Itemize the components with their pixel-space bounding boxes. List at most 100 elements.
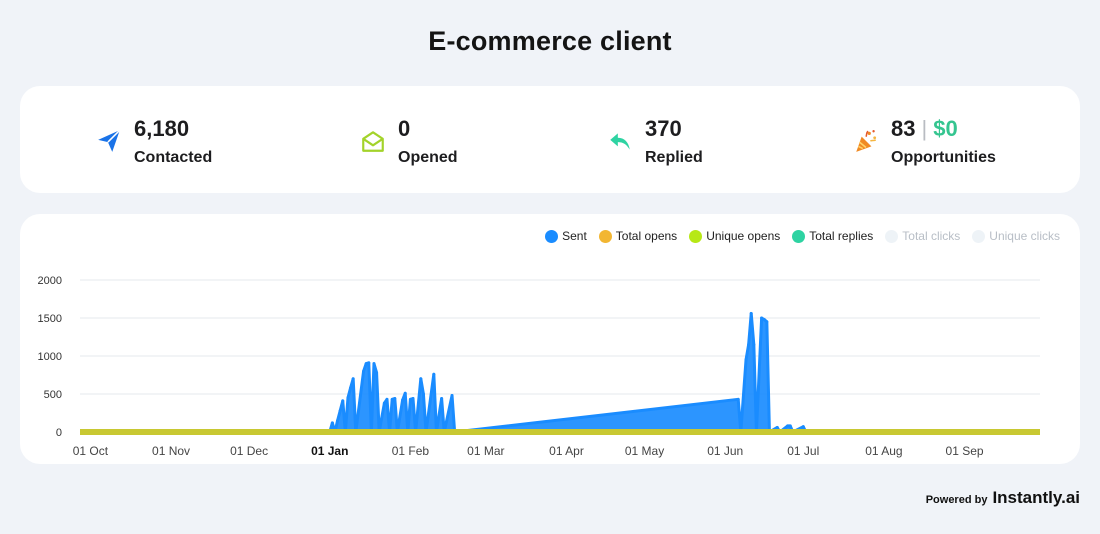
legend-label: Unique opens (706, 229, 781, 243)
x-tick-label: 01 May (625, 444, 664, 458)
series-sent-point (408, 397, 412, 401)
legend-dot (689, 229, 703, 243)
series-sent-point (349, 386, 353, 390)
stat-value: 0 (398, 116, 411, 141)
series-sent-point (411, 397, 415, 401)
series-sent-point (362, 369, 366, 373)
series-sent-point (421, 392, 425, 396)
x-tick-label: 01 Dec (230, 444, 268, 458)
legend-item-total-clicks[interactable]: Total clicks (885, 229, 960, 243)
stat-opened: 0 Opened (360, 114, 458, 170)
x-tick-label: 01 Jul (787, 444, 819, 458)
legend-dot (545, 229, 559, 243)
series-sent-point (382, 401, 386, 405)
series-sent-point (364, 362, 368, 366)
stat-opportunities: 83 | $0 Opportunities (853, 114, 996, 170)
x-tick-label: 01 Feb (392, 444, 430, 458)
x-tick-label: 01 Mar (467, 444, 504, 458)
series-sent-point (788, 424, 792, 428)
stat-label: Opened (398, 149, 458, 166)
paper-plane-icon (98, 129, 121, 152)
reply-arrow-icon (610, 133, 630, 150)
series-sent-point (372, 362, 376, 366)
legend-label: Unique clicks (989, 229, 1060, 243)
opportunities-count: 83 (891, 116, 916, 141)
y-tick-label: 1000 (38, 351, 62, 363)
stat-value: 83 | $0 (891, 114, 996, 144)
series-sent-point (375, 371, 379, 375)
chart-card: Sent Total opens Unique opens Total replies… (20, 214, 1080, 464)
legend-item-total-replies[interactable]: Total replies (792, 229, 873, 243)
series-sent-point (786, 424, 790, 428)
legend-dot (885, 229, 899, 243)
x-tick-label: 01 Nov (152, 444, 190, 458)
legend-dot (792, 229, 806, 243)
stat-replied: 370 Replied (607, 114, 703, 170)
x-tick-label: 01 Sep (946, 444, 984, 458)
x-tick-label: 01 Oct (73, 444, 109, 458)
series-sent-point (775, 425, 779, 429)
series-sent-point (330, 421, 334, 425)
series-sent-point (351, 377, 355, 381)
series-sent-point (338, 409, 342, 413)
series-sent-point (765, 320, 769, 324)
legend-item-unique-opens[interactable]: Unique opens (689, 229, 780, 243)
legend-item-unique-clicks[interactable]: Unique clicks (972, 229, 1060, 243)
stat-label: Contacted (134, 149, 213, 166)
series-sent-point (801, 425, 805, 429)
opportunities-value: $0 (933, 116, 958, 141)
activity-chart: 0 500 1000 1500 2000 01 Oct 01 Nov 01 Dec 01 Jan… (38, 275, 1040, 458)
series-sent-point (403, 391, 407, 395)
series-sent-point (450, 394, 454, 398)
series-sent-point (346, 396, 350, 400)
stat-label: Replied (645, 149, 703, 166)
legend-label: Total opens (615, 229, 678, 243)
x-tick-label: 01 Jan (311, 444, 348, 458)
chart-legend: Sent Total opens Unique opens Total replies… (533, 229, 1060, 243)
series-sent-point (419, 377, 423, 381)
stats-card: 6,180 Contacted 0 Opened 370 Replied (20, 86, 1080, 193)
legend-item-total-opens[interactable]: Total opens (598, 229, 678, 243)
series-sent-point (393, 397, 397, 401)
series-sent-point (341, 399, 345, 403)
page-title: E-commerce client (428, 26, 672, 56)
series-sent-point (762, 318, 766, 322)
series-sent-point (440, 397, 444, 401)
legend-label: Total clicks (902, 229, 961, 243)
legend-label: Sent (562, 229, 587, 243)
x-tick-label: 01 Jun (707, 444, 743, 458)
legend-label: Total replies (809, 229, 874, 243)
series-sent-point (744, 358, 748, 362)
series-sent-point (401, 398, 405, 402)
stat-label: Opportunities (891, 149, 996, 166)
series-sent-point (749, 311, 753, 315)
legend-dot (598, 229, 612, 243)
series-sent-point (747, 343, 751, 347)
stat-value: 6,180 (134, 116, 190, 141)
series-sent-point (367, 361, 371, 365)
y-tick-label: 1500 (38, 313, 62, 325)
brand-logo: Instantly.ai (992, 488, 1080, 507)
y-tick-label: 500 (44, 389, 62, 401)
y-tick-label: 2000 (38, 275, 62, 287)
powered-by-text: Powered by (925, 494, 988, 506)
series-sent-point (385, 397, 389, 401)
legend-item-sent[interactable]: Sent (545, 229, 587, 243)
x-tick-label: 01 Aug (865, 444, 902, 458)
open-envelope-icon (362, 131, 384, 152)
party-popper-icon (856, 130, 877, 152)
stat-value: 370 (645, 116, 682, 141)
legend-dot (972, 229, 986, 243)
x-tick-label: 01 Apr (549, 444, 584, 458)
series-sent-point (752, 343, 756, 347)
series-sent-point (432, 372, 436, 376)
y-tick-label: 0 (56, 427, 62, 439)
series-sent-point (336, 419, 340, 423)
series-sent-point (760, 316, 764, 320)
series-sent-point (736, 397, 740, 401)
series-sent-point (390, 397, 394, 401)
value-separator: | (921, 116, 928, 141)
series-sent-area (328, 311, 808, 434)
powered-by: Powered by Instantly.ai (926, 488, 1080, 508)
stat-contacted: 6,180 Contacted (96, 114, 212, 170)
